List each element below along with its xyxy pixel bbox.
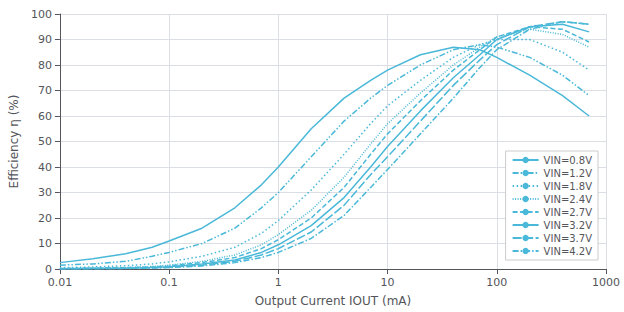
svg-text:90: 90 (38, 33, 52, 46)
svg-text:80: 80 (38, 59, 52, 72)
svg-text:50: 50 (38, 135, 52, 148)
svg-text:1000: 1000 (592, 276, 620, 289)
svg-text:VIN=2.4V: VIN=2.4V (544, 194, 593, 205)
svg-text:VIN=1.2V: VIN=1.2V (544, 168, 593, 179)
svg-text:VIN=3.7V: VIN=3.7V (544, 233, 593, 244)
svg-text:VIN=2.7V: VIN=2.7V (544, 207, 593, 218)
svg-text:60: 60 (38, 110, 52, 123)
svg-text:30: 30 (38, 186, 52, 199)
svg-text:10: 10 (381, 276, 395, 289)
svg-text:10: 10 (38, 237, 52, 250)
svg-text:100: 100 (31, 8, 52, 21)
svg-text:100: 100 (486, 276, 507, 289)
svg-text:1: 1 (275, 276, 282, 289)
svg-text:VIN=0.8V: VIN=0.8V (544, 155, 593, 166)
svg-text:0: 0 (45, 263, 52, 276)
svg-text:20: 20 (38, 212, 52, 225)
svg-text:VIN=3.2V: VIN=3.2V (544, 220, 593, 231)
svg-text:0.1: 0.1 (160, 276, 178, 289)
svg-text:VIN=4.2V: VIN=4.2V (544, 246, 593, 257)
svg-text:VIN=1.8V: VIN=1.8V (544, 181, 593, 192)
svg-text:40: 40 (38, 161, 52, 174)
svg-text:0.01: 0.01 (48, 276, 73, 289)
svg-text:70: 70 (38, 84, 52, 97)
svg-text:Efficiency η (%): Efficiency η (%) (7, 95, 21, 189)
svg-text:Output Current IOUT (mA): Output Current IOUT (mA) (255, 294, 412, 308)
